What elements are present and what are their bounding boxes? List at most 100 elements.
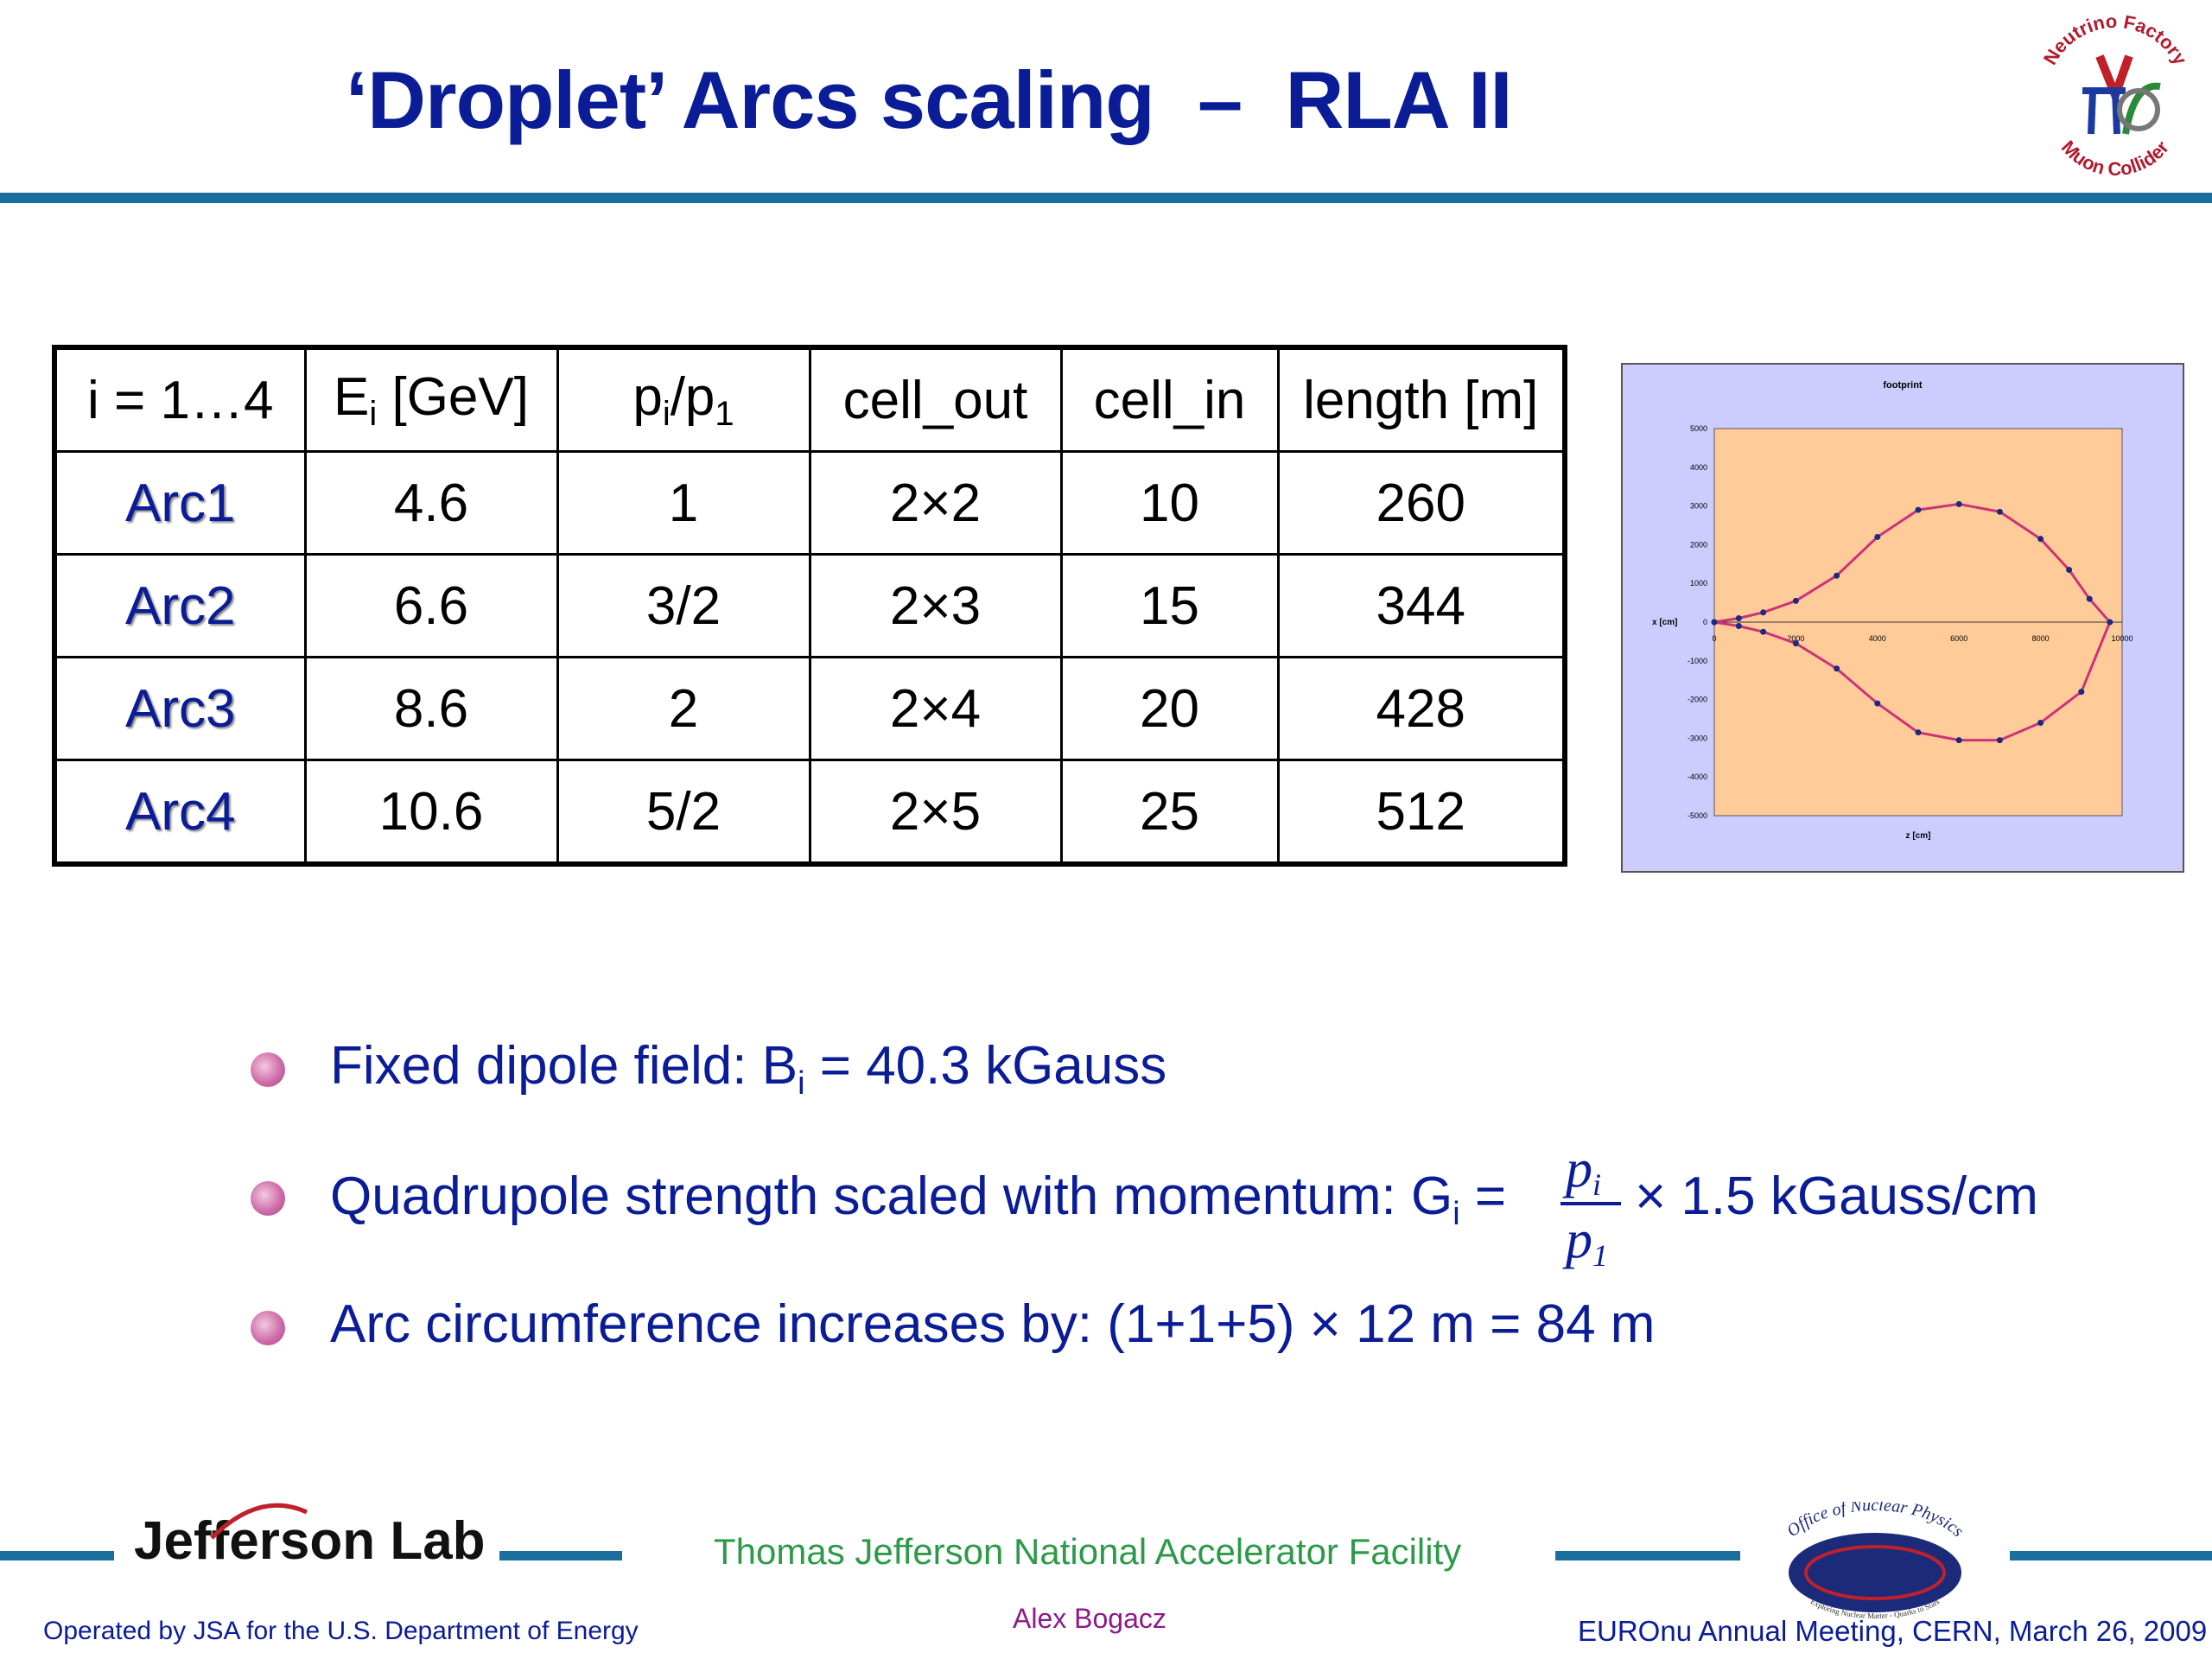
- y-tick-label: 1000: [1690, 579, 1707, 588]
- y-tick-label: 3000: [1690, 502, 1707, 511]
- footer-rule-right: [2010, 1551, 2212, 1560]
- office-of-nuclear-physics-logo: Office of Nuclear Physics Exploring Nucl…: [1783, 1502, 1967, 1620]
- series-points: [1711, 500, 2113, 744]
- x-tick-label: 0: [1712, 634, 1716, 643]
- y-tick-labels: 5000 4000 3000 2000 1000 0 -1000 -2000 -3000 -400…: [1688, 424, 1707, 820]
- cell-energy: 10.6: [303, 759, 559, 866]
- jefferson-lab-logo: Jefferson Lab: [134, 1511, 486, 1571]
- svg-text:Muon Collider: Muon Collider: [2057, 137, 2174, 180]
- data-point: [1760, 628, 1767, 635]
- row-label: Arc3: [53, 656, 307, 761]
- fraction-numerator: pi: [1566, 1140, 1602, 1202]
- cell-cell-out: 2×5: [808, 759, 1063, 866]
- bullet-dot: [251, 1181, 285, 1216]
- header-cell-in: cell_in: [1059, 346, 1280, 453]
- jlab-swoosh-icon: [210, 1503, 308, 1540]
- data-point: [1996, 737, 2003, 744]
- fraction-bar: [1560, 1202, 1621, 1205]
- data-point: [1735, 615, 1742, 622]
- cell-length: 428: [1276, 656, 1567, 761]
- cell-momentum-ratio: 5/2: [556, 759, 811, 866]
- x-tick-label: 6000: [1950, 634, 1967, 643]
- cell-cell-out: 2×2: [808, 450, 1063, 556]
- header-i: i = 1…4: [53, 346, 307, 453]
- cell-energy: 8.6: [303, 656, 559, 761]
- footer-rule-mid-left: [499, 1551, 622, 1560]
- series-line: [1713, 502, 2112, 742]
- footprint-chart-panel: footprint 5000 4000 3000 2000 1000 0 -1000 -200…: [1621, 363, 2184, 873]
- footer-rule-left: [0, 1551, 114, 1560]
- data-point: [1792, 640, 1799, 647]
- header-length: length [m]: [1276, 346, 1567, 453]
- data-point: [2078, 689, 2085, 696]
- row-label: Arc1: [53, 450, 307, 556]
- cell-momentum-ratio: 2: [556, 656, 811, 761]
- cell-cell-in: 10: [1059, 450, 1280, 556]
- data-point: [1834, 665, 1840, 672]
- table-row: Arc1 4.6 1 2×2 10 260: [53, 450, 1567, 556]
- svg-text:Neutrino Factory: Neutrino Factory: [2039, 13, 2192, 69]
- table-row: Arc2 6.6 3/2 2×3 15 344: [53, 553, 1567, 658]
- cell-cell-in: 25: [1059, 759, 1280, 866]
- cell-cell-in: 15: [1059, 553, 1280, 658]
- cell-length: 260: [1276, 450, 1567, 556]
- footprint-chart: footprint 500040003000200010000-1000-200…: [1652, 380, 2133, 841]
- x-tick-label: 8000: [2032, 634, 2050, 643]
- facility-name: Thomas Jefferson National Accelerator Fa…: [714, 1531, 1462, 1572]
- data-point: [1735, 622, 1742, 629]
- y-tick-label: -1000: [1688, 657, 1707, 665]
- data-point: [1834, 572, 1840, 579]
- cell-length: 344: [1276, 553, 1567, 658]
- bullet-dot: [251, 1052, 285, 1087]
- y-tick-label: 4000: [1690, 463, 1707, 472]
- data-point: [1915, 729, 1922, 736]
- data-point: [1874, 700, 1881, 707]
- y-tick-label: 0: [1703, 618, 1707, 626]
- data-point: [1955, 737, 1962, 744]
- x-tick-label: 2000: [1787, 634, 1804, 643]
- bullet-arc-circumference: Arc circumference increases by: (1+1+5) …: [330, 1294, 1656, 1354]
- bullet-dot: [251, 1311, 285, 1345]
- y-tick-label: 5000: [1690, 424, 1707, 433]
- y-tick-label: -4000: [1688, 772, 1707, 781]
- row-label: Arc2: [53, 553, 307, 658]
- y-tick-label: -2000: [1688, 696, 1707, 704]
- data-point: [2066, 567, 2073, 574]
- x-tick-label: 10000: [2111, 634, 2133, 643]
- data-point: [1792, 597, 1799, 604]
- data-point: [2037, 536, 2044, 543]
- bullet-dipole-field: Fixed dipole field: Bi = 40.3 kGauss: [330, 1036, 1167, 1102]
- title-divider: [0, 193, 2212, 203]
- chart-title: footprint: [1883, 380, 1923, 391]
- data-point: [1996, 508, 2003, 515]
- neutrino-factory-logo: Neutrino Factory Muon Collider: [2039, 13, 2192, 180]
- data-point: [1874, 533, 1881, 540]
- table-row: Arc4 10.6 5/2 2×5 25 512: [53, 759, 1567, 866]
- momentum-fraction: pi p1: [1555, 1139, 1624, 1273]
- cell-cell-out: 2×4: [808, 656, 1063, 761]
- arc-scaling-table: i = 1…4 Ei [GeV] pi/p1 cell_out cell_in …: [52, 345, 1567, 867]
- bullet-quadrupole-strength: Quadrupole strength scaled with momentum…: [330, 1166, 1507, 1232]
- cell-momentum-ratio: 3/2: [556, 553, 811, 658]
- fraction-denominator: p1: [1566, 1211, 1608, 1273]
- y-tick-label: 2000: [1690, 540, 1707, 549]
- data-point: [1915, 506, 1922, 513]
- x-tick-label: 4000: [1869, 634, 1886, 643]
- cell-energy: 6.6: [303, 553, 559, 658]
- row-label: Arc4: [53, 759, 307, 866]
- table-row: Arc3 8.6 2 2×4 20 428: [53, 656, 1567, 761]
- y-tick-label: -5000: [1688, 811, 1707, 820]
- data-point: [2037, 719, 2044, 726]
- header-cell-out: cell_out: [808, 346, 1063, 453]
- data-point: [1955, 500, 1962, 507]
- data-point: [1760, 609, 1767, 616]
- author-name: Alex Bogacz: [1013, 1603, 1166, 1634]
- cell-energy: 4.6: [303, 450, 559, 556]
- slide-title: ‘Droplet’ Arcs scaling – RLA II: [346, 54, 1513, 145]
- operated-by-text: Operated by JSA for the U.S. Department …: [43, 1617, 639, 1645]
- cell-cell-out: 2×3: [808, 553, 1063, 658]
- data-point: [1711, 619, 1718, 626]
- data-point: [2086, 595, 2093, 602]
- meeting-info: EUROnu Annual Meeting, CERN, March 26, 2…: [1578, 1615, 2208, 1647]
- y-axis-label: x [cm]: [1652, 618, 1677, 627]
